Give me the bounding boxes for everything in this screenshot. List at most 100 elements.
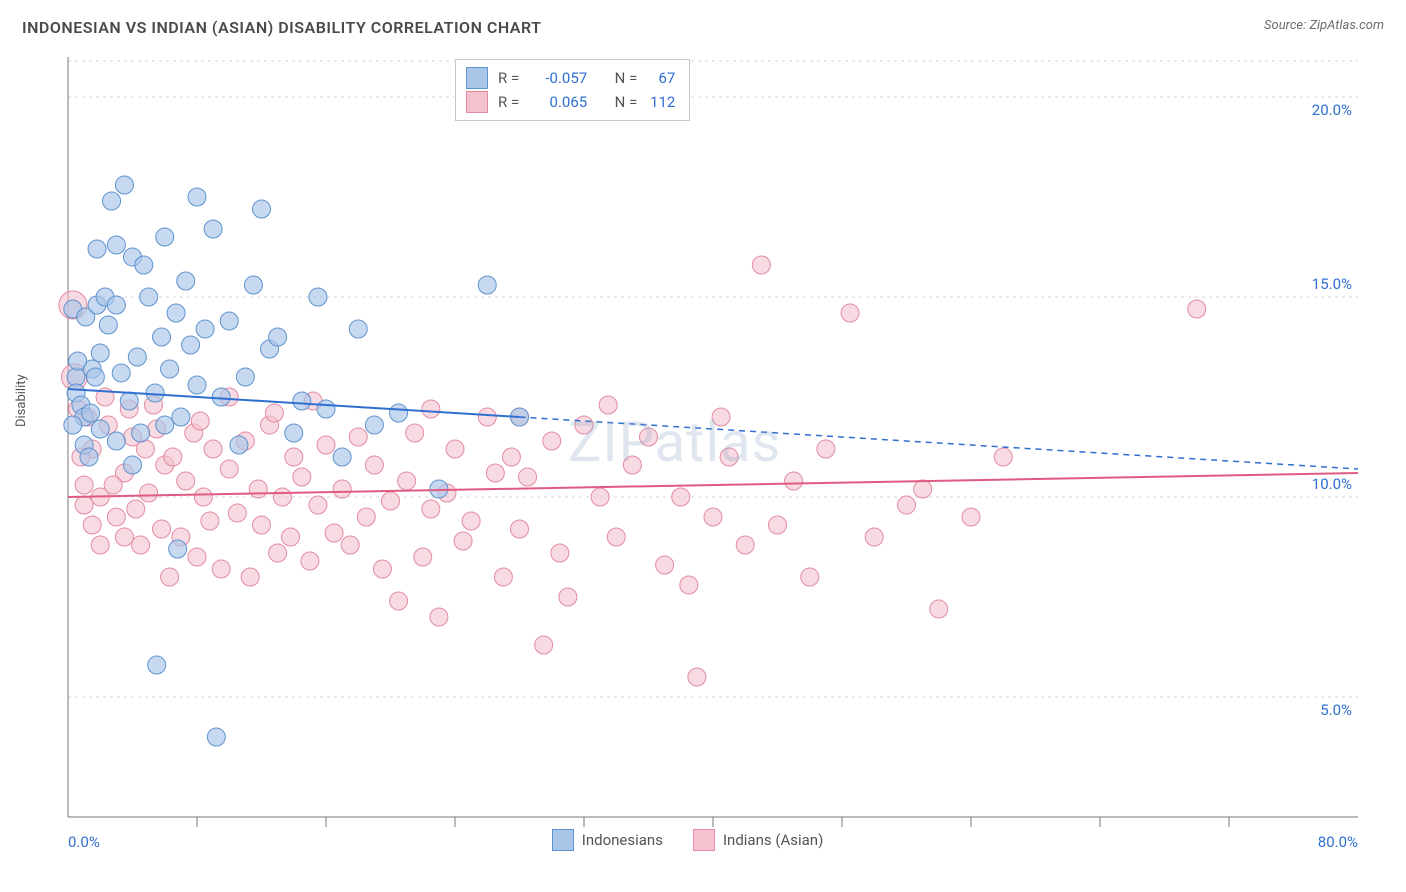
data-point — [309, 496, 327, 514]
data-point — [486, 464, 504, 482]
data-point — [230, 436, 248, 454]
data-point — [333, 480, 351, 498]
data-point — [591, 488, 609, 506]
data-point — [382, 492, 400, 510]
data-point — [357, 508, 375, 526]
data-point — [83, 516, 101, 534]
svg-text:0.0%: 0.0% — [68, 833, 100, 851]
data-point — [422, 400, 440, 418]
data-point — [341, 536, 359, 554]
data-point — [91, 344, 109, 362]
data-point — [244, 276, 262, 294]
data-point — [207, 728, 225, 746]
chart-container: Disability 5.0%10.0%15.0%20.0%0.0%80.0% … — [20, 47, 1386, 867]
data-point — [135, 256, 153, 274]
data-point — [841, 304, 859, 322]
data-point — [249, 480, 267, 498]
legend-swatch — [552, 829, 574, 851]
data-point — [161, 360, 179, 378]
data-point — [128, 348, 146, 366]
legend-row: R = -0.057 N = 67 — [466, 66, 675, 90]
data-point — [188, 548, 206, 566]
data-point — [103, 192, 121, 210]
stats-legend: R = -0.057 N = 67R = 0.065 N = 112 — [455, 59, 690, 121]
svg-text:20.0%: 20.0% — [1312, 101, 1352, 119]
data-point — [204, 220, 222, 238]
data-point — [736, 536, 754, 554]
data-point — [124, 456, 142, 474]
data-point — [75, 476, 93, 494]
data-point — [333, 448, 351, 466]
data-point — [188, 188, 206, 206]
data-point — [640, 428, 658, 446]
data-point — [801, 568, 819, 586]
data-point — [153, 328, 171, 346]
svg-text:80.0%: 80.0% — [1318, 833, 1358, 851]
data-point — [898, 496, 916, 514]
data-point — [317, 400, 335, 418]
data-point — [164, 448, 182, 466]
data-point — [136, 440, 154, 458]
data-point — [672, 488, 690, 506]
data-point — [64, 416, 82, 434]
data-point — [115, 528, 133, 546]
data-point — [132, 424, 150, 442]
data-point — [688, 668, 706, 686]
data-point — [153, 520, 171, 538]
data-point — [182, 336, 200, 354]
data-point — [994, 448, 1012, 466]
chart-title: INDONESIAN VS INDIAN (ASIAN) DISABILITY … — [22, 18, 541, 37]
data-point — [82, 404, 100, 422]
legend-swatch — [466, 67, 488, 89]
data-point — [575, 416, 593, 434]
data-point — [107, 296, 125, 314]
data-point — [623, 456, 641, 474]
data-point — [91, 420, 109, 438]
data-point — [365, 416, 383, 434]
legend-item: Indians (Asian) — [693, 829, 823, 851]
svg-text:10.0%: 10.0% — [1312, 475, 1352, 493]
data-point — [285, 448, 303, 466]
source-attribution: Source: ZipAtlas.com — [1264, 18, 1384, 33]
data-point — [120, 392, 138, 410]
data-point — [511, 520, 529, 538]
data-point — [127, 500, 145, 518]
data-point — [196, 320, 214, 338]
data-point — [454, 532, 472, 550]
data-point — [132, 536, 150, 554]
data-point — [422, 500, 440, 518]
data-point — [241, 568, 259, 586]
data-point — [414, 548, 432, 566]
data-point — [914, 480, 932, 498]
y-axis-label: Disability — [14, 374, 29, 427]
data-point — [253, 516, 271, 534]
data-point — [325, 524, 343, 542]
svg-text:15.0%: 15.0% — [1312, 275, 1352, 293]
data-point — [349, 428, 367, 446]
data-point — [704, 508, 722, 526]
series-legend: IndonesiansIndians (Asian) — [552, 829, 824, 851]
scatter-plot: 5.0% 10.0% 15.0% 20.0% 0.0% 80.0% — [20, 47, 1386, 867]
data-point — [478, 276, 496, 294]
data-point — [220, 460, 238, 478]
data-point — [293, 392, 311, 410]
data-point — [349, 320, 367, 338]
svg-text:5.0%: 5.0% — [1320, 701, 1352, 719]
data-point — [177, 472, 195, 490]
data-point — [107, 236, 125, 254]
data-point — [282, 528, 300, 546]
data-point — [390, 592, 408, 610]
data-point — [301, 552, 319, 570]
data-point — [253, 200, 271, 218]
data-point — [309, 288, 327, 306]
data-point — [478, 408, 496, 426]
data-point — [88, 240, 106, 258]
data-point — [265, 404, 283, 422]
data-point — [156, 228, 174, 246]
data-point — [156, 416, 174, 434]
data-point — [680, 576, 698, 594]
data-point — [107, 432, 125, 450]
data-point — [551, 544, 569, 562]
data-point — [865, 528, 883, 546]
data-point — [293, 468, 311, 486]
